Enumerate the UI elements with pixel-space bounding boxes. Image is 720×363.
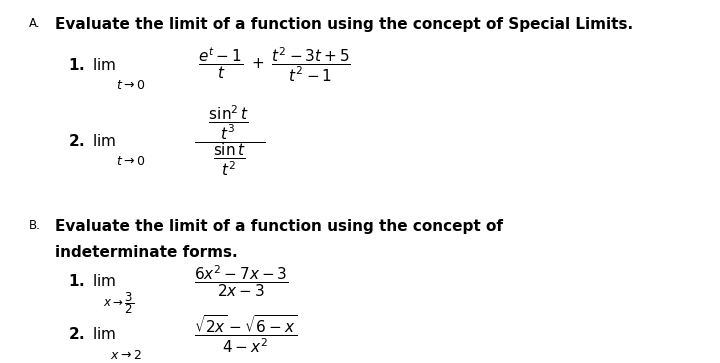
Text: $t\to0$: $t\to0$ (117, 155, 146, 168)
Text: $x\to2$: $x\to2$ (110, 348, 142, 362)
Text: $\mathbf{2.\ \lim}$: $\mathbf{2.\ \lim}$ (68, 133, 116, 149)
Text: $\dfrac{e^t-1}{t}\ +\ \dfrac{t^2-3t+5}{t^2-1}$: $\dfrac{e^t-1}{t}\ +\ \dfrac{t^2-3t+5}{t… (198, 46, 351, 84)
Text: $\mathbf{1.\ \lim}$: $\mathbf{1.\ \lim}$ (68, 273, 116, 289)
Text: indeterminate forms.: indeterminate forms. (55, 245, 238, 260)
Text: $t\to0$: $t\to0$ (117, 79, 146, 92)
Text: $\dfrac{\quad\dfrac{\sin^2 t}{t^3}\quad}{\dfrac{\sin t}{t^2}}$: $\dfrac{\quad\dfrac{\sin^2 t}{t^3}\quad}… (194, 104, 266, 178)
Text: B.: B. (29, 219, 40, 232)
Text: $\mathbf{1.\ \lim}$: $\mathbf{1.\ \lim}$ (68, 57, 116, 73)
Text: Evaluate the limit of a function using the concept of: Evaluate the limit of a function using t… (55, 219, 503, 234)
Text: $\dfrac{6x^2-7x-3}{2x-3}$: $\dfrac{6x^2-7x-3}{2x-3}$ (194, 263, 289, 298)
Text: $x\to\dfrac{3}{2}$: $x\to\dfrac{3}{2}$ (104, 290, 135, 316)
Text: $\mathbf{2.\ \lim}$: $\mathbf{2.\ \lim}$ (68, 326, 116, 342)
Text: $\dfrac{\sqrt{2x}-\sqrt{6-x}}{4-x^2}$: $\dfrac{\sqrt{2x}-\sqrt{6-x}}{4-x^2}$ (194, 314, 298, 355)
Text: Evaluate the limit of a function using the concept of Special Limits.: Evaluate the limit of a function using t… (55, 17, 633, 32)
Text: A.: A. (29, 17, 40, 30)
